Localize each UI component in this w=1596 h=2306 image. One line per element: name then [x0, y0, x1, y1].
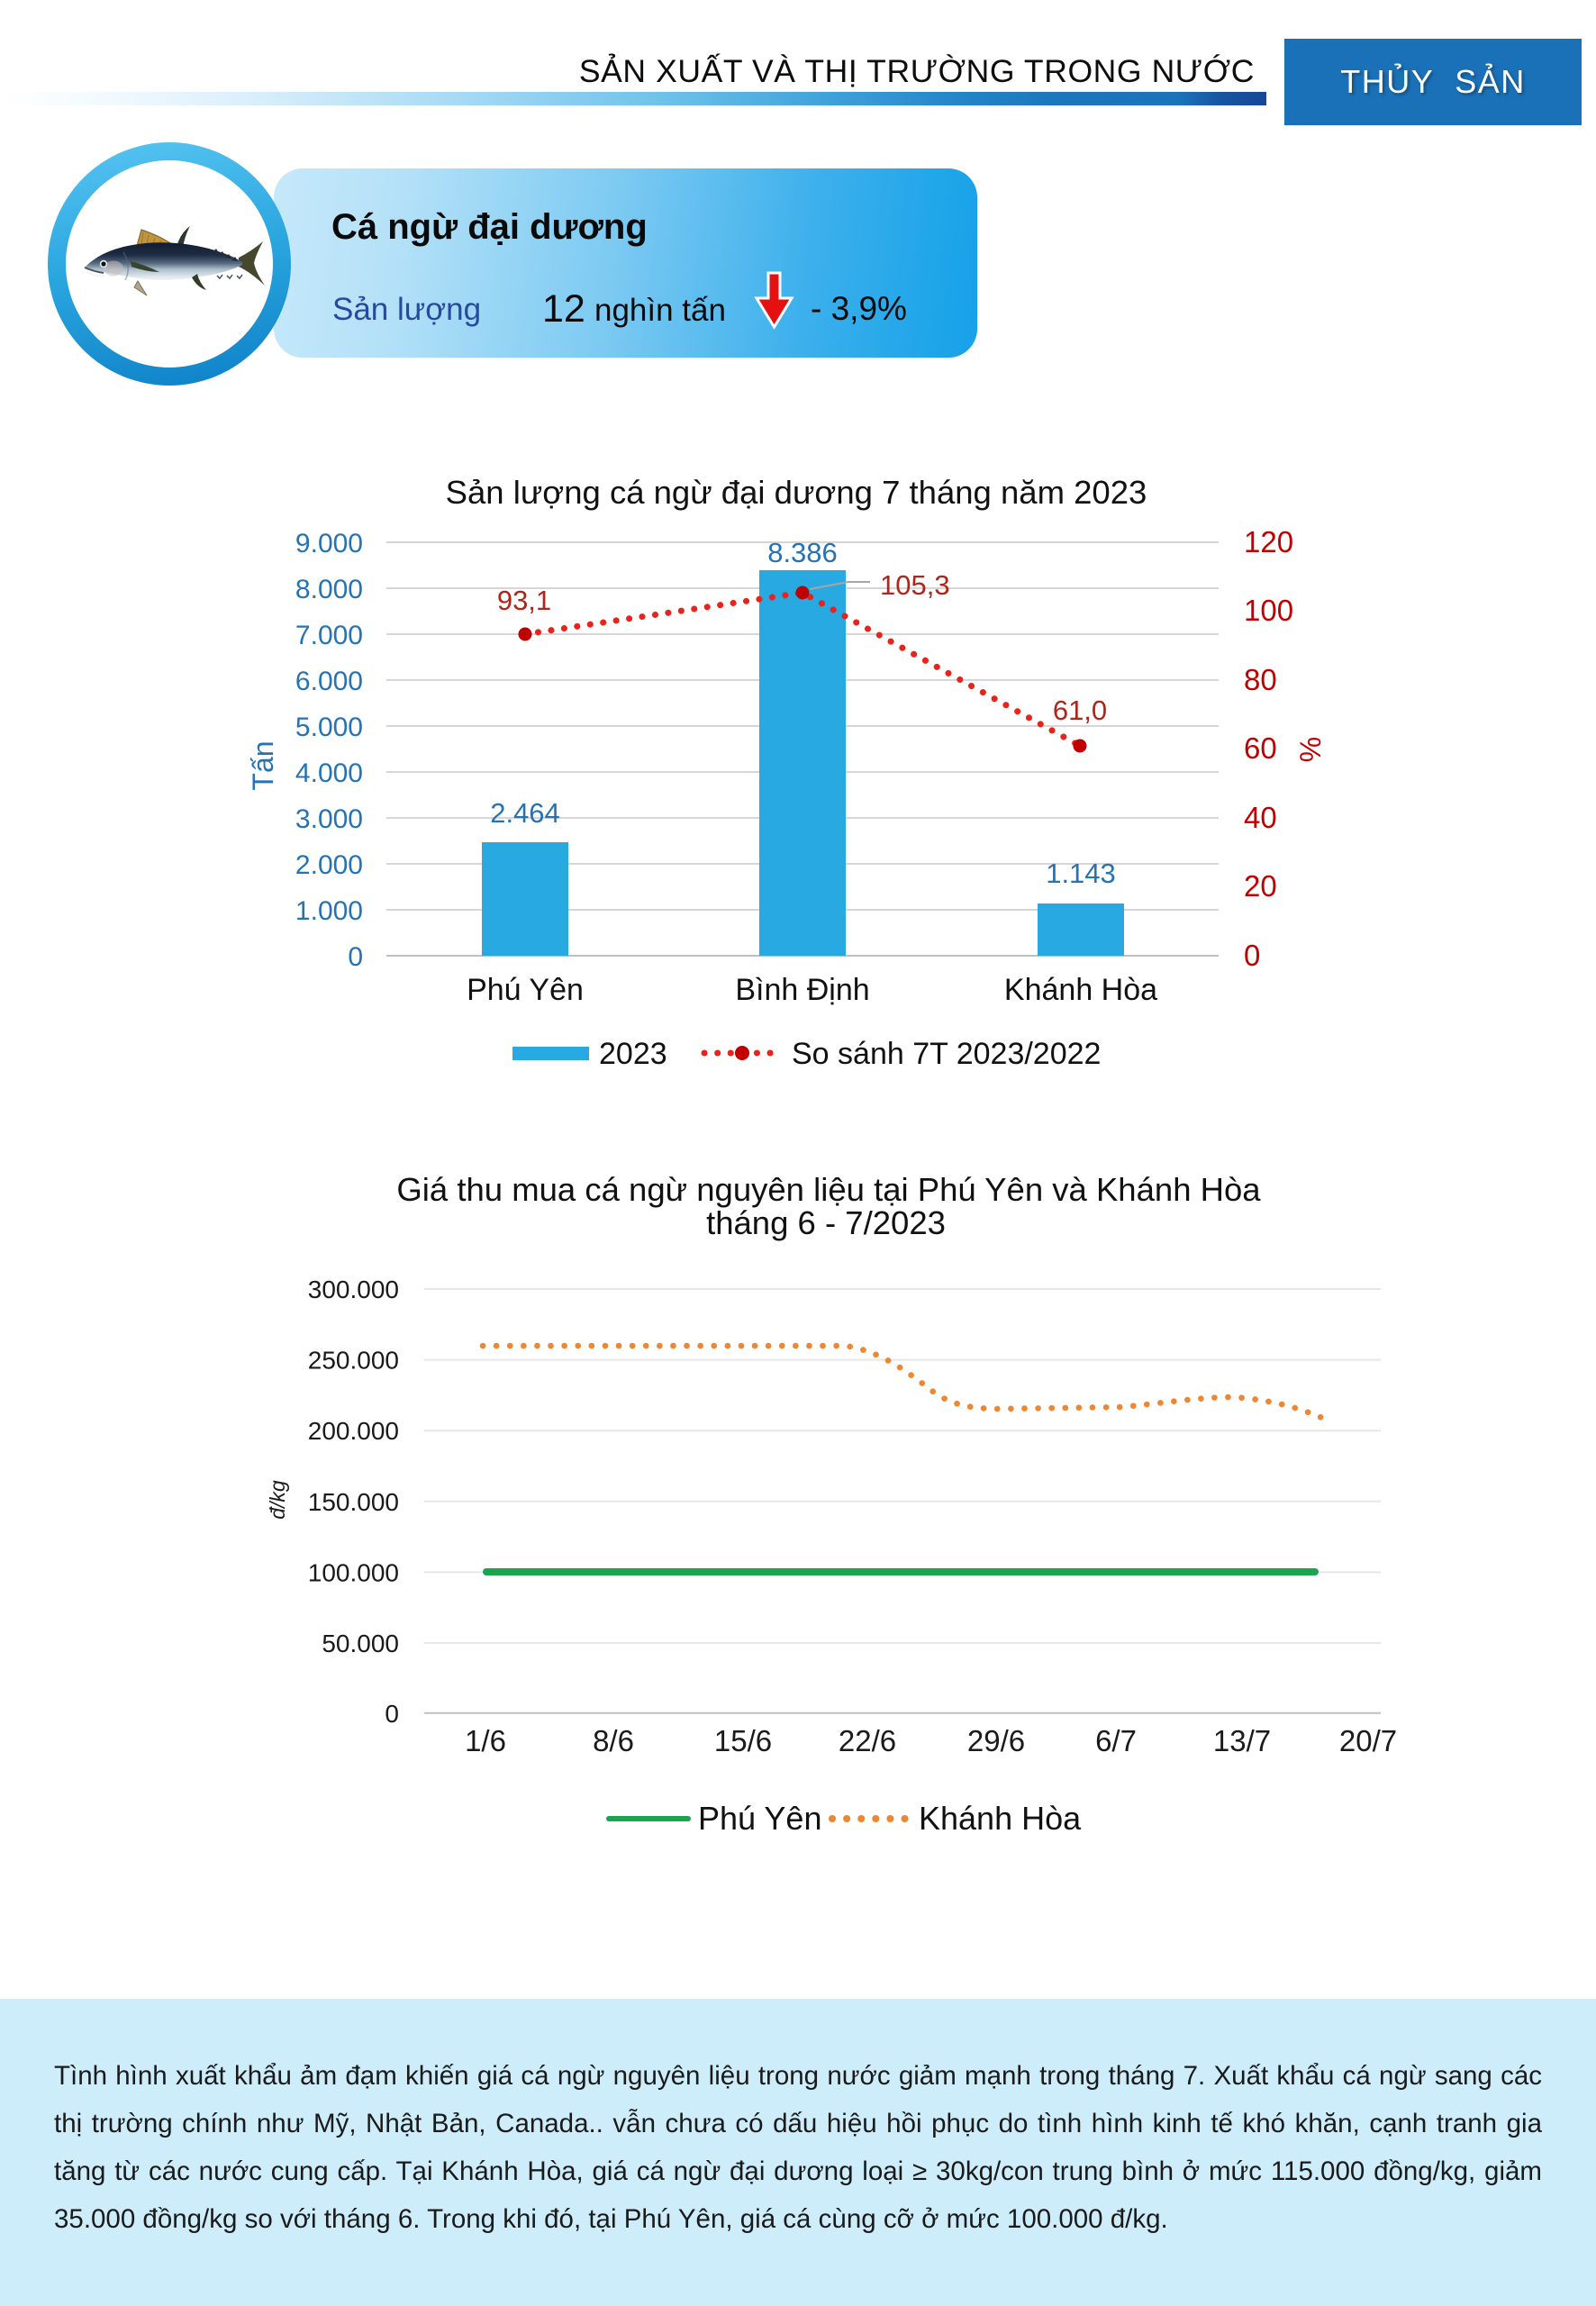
svg-text:250.000: 250.000 — [308, 1347, 399, 1375]
svg-text:9.000: 9.000 — [295, 529, 363, 558]
svg-text:%: % — [1294, 737, 1327, 762]
svg-text:5.000: 5.000 — [295, 713, 363, 742]
svg-text:80: 80 — [1244, 663, 1277, 696]
svg-text:7.000: 7.000 — [295, 621, 363, 650]
svg-text:100: 100 — [1244, 594, 1293, 627]
svg-text:Phú Yên: Phú Yên — [698, 1800, 821, 1837]
svg-text:0: 0 — [1244, 939, 1260, 972]
svg-text:tháng 6 - 7/2023: tháng 6 - 7/2023 — [706, 1204, 946, 1241]
svg-text:So sánh 7T 2023/2022: So sánh 7T 2023/2022 — [792, 1037, 1101, 1071]
svg-text:105,3: 105,3 — [880, 569, 950, 601]
svg-text:2.000: 2.000 — [295, 850, 363, 880]
svg-text:300.000: 300.000 — [308, 1276, 399, 1303]
svg-text:Giá thu mua cá ngừ nguyên liệu: Giá thu mua cá ngừ nguyên liệu tại Phú Y… — [396, 1171, 1261, 1208]
svg-text:200.000: 200.000 — [308, 1417, 399, 1445]
svg-text:6/7: 6/7 — [1095, 1724, 1137, 1757]
svg-text:8.386: 8.386 — [767, 537, 838, 568]
svg-text:20/7: 20/7 — [1339, 1724, 1397, 1757]
svg-text:0: 0 — [385, 1700, 399, 1728]
svg-text:15/6: 15/6 — [714, 1724, 772, 1757]
svg-text:2023: 2023 — [599, 1037, 667, 1071]
svg-text:93,1: 93,1 — [497, 585, 551, 616]
svg-text:100.000: 100.000 — [308, 1558, 399, 1586]
svg-text:1/6: 1/6 — [465, 1724, 506, 1757]
svg-text:150.000: 150.000 — [308, 1488, 399, 1516]
svg-text:Khánh Hòa: Khánh Hòa — [1004, 973, 1157, 1007]
svg-text:8/6: 8/6 — [593, 1724, 634, 1757]
svg-text:3.000: 3.000 — [295, 804, 363, 834]
svg-text:20: 20 — [1244, 869, 1277, 903]
svg-text:Sản lượng cá ngừ đại dương 7 t: Sản lượng cá ngừ đại dương 7 tháng năm 2… — [446, 474, 1147, 511]
svg-text:8.000: 8.000 — [295, 575, 363, 604]
svg-text:đ/kg: đ/kg — [266, 1480, 289, 1520]
svg-text:1.000: 1.000 — [295, 896, 363, 926]
svg-text:29/6: 29/6 — [967, 1724, 1025, 1757]
svg-text:Bình Định: Bình Định — [735, 973, 869, 1007]
svg-text:2.464: 2.464 — [490, 797, 560, 829]
svg-text:13/7: 13/7 — [1213, 1724, 1271, 1757]
svg-text:50.000: 50.000 — [322, 1630, 399, 1657]
svg-text:0: 0 — [348, 942, 363, 972]
svg-text:40: 40 — [1244, 801, 1277, 834]
svg-text:22/6: 22/6 — [839, 1724, 896, 1757]
svg-text:Phú Yên: Phú Yên — [467, 973, 584, 1007]
svg-text:Khánh Hòa: Khánh Hòa — [919, 1800, 1082, 1837]
svg-text:6.000: 6.000 — [295, 667, 363, 696]
svg-text:60: 60 — [1244, 731, 1277, 765]
svg-text:4.000: 4.000 — [295, 758, 363, 788]
svg-text:120: 120 — [1244, 525, 1293, 558]
svg-text:Tấn: Tấn — [247, 740, 279, 790]
svg-text:61,0: 61,0 — [1053, 695, 1107, 726]
svg-text:1.143: 1.143 — [1046, 858, 1116, 889]
